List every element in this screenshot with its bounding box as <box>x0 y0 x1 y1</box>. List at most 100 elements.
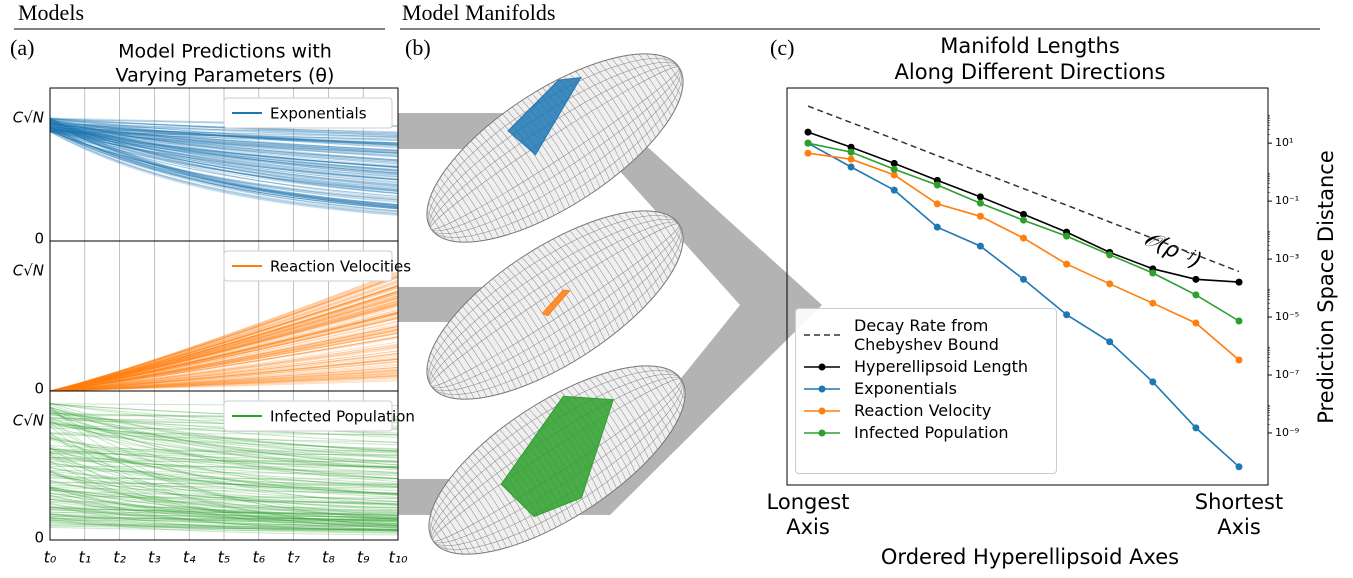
x-tick-label: t₈ <box>322 548 335 567</box>
data-point <box>934 224 941 231</box>
subplot: 0 C√N Reaction Velocities <box>13 241 412 398</box>
data-point <box>805 129 812 136</box>
y-tick-label: 0 <box>34 380 44 398</box>
y-axis-label: Prediction Space Distance <box>1314 150 1338 424</box>
data-point <box>977 243 984 250</box>
x-tick-label: t₆ <box>252 548 265 567</box>
subplot: 0 C√N Infected Population <box>13 391 415 547</box>
legend-swatch <box>802 329 842 341</box>
panel-label: (b) <box>405 35 431 60</box>
data-point <box>1192 276 1199 283</box>
legend-label: Hyperellipsoid Length <box>854 357 1028 376</box>
x-tick-label: Longest Axis <box>748 490 868 540</box>
swatch-marker <box>819 385 826 392</box>
swatch-marker <box>819 407 826 414</box>
y-tick-label: 10⁻⁵ <box>1275 310 1299 323</box>
y-tick-label: 10⁻⁹ <box>1275 426 1299 439</box>
data-point <box>1192 320 1199 327</box>
section-header: Model Manifolds <box>402 0 555 25</box>
data-point <box>1149 300 1156 307</box>
data-point <box>1020 276 1027 283</box>
legend-label: Infected Population <box>854 423 1009 442</box>
data-point <box>1020 217 1027 224</box>
y-tick-label: 0 <box>34 230 44 248</box>
legend-swatch <box>802 405 842 417</box>
data-point <box>934 200 941 207</box>
panel-label: (c) <box>770 35 794 60</box>
legend-swatch <box>802 383 842 395</box>
panel-title: Model Predictions with <box>118 41 332 63</box>
y-tick-label: 10⁻¹ <box>1275 194 1299 207</box>
data-point <box>1063 261 1070 268</box>
data-point <box>977 200 984 207</box>
section-header: Models <box>18 0 84 25</box>
data-point <box>1192 424 1199 431</box>
data-point <box>848 156 855 163</box>
y-tick-label: 10⁻³ <box>1275 252 1299 265</box>
legend-entry: Reaction Velocity <box>802 401 1050 420</box>
data-point <box>848 164 855 171</box>
series-line <box>808 143 1239 321</box>
data-point <box>1106 251 1113 258</box>
legend-label: Decay Rate from Chebyshev Bound <box>854 316 1050 354</box>
x-tick-label: t₉ <box>357 548 370 567</box>
data-point <box>805 140 812 147</box>
chart-title: Manifold Lengths <box>940 34 1120 58</box>
x-tick-label: t₄ <box>183 548 196 567</box>
legend-label: Reaction Velocities <box>270 258 411 276</box>
data-point <box>1106 338 1113 345</box>
legend-swatch <box>802 427 842 439</box>
data-point <box>1106 280 1113 287</box>
y-tick-label: 10⁻⁷ <box>1275 368 1299 381</box>
data-point <box>1236 279 1243 286</box>
legend: Decay Rate from Chebyshev Bound Hyperelli… <box>795 308 1057 474</box>
legend-swatch <box>802 361 842 373</box>
x-tick-label: t₅ <box>218 548 231 567</box>
x-tick-label: t₇ <box>287 548 300 567</box>
y-tick-label: 0 <box>34 529 44 547</box>
data-point <box>1063 311 1070 318</box>
x-tick-label: t₁ <box>78 548 91 567</box>
chart-subtitle: Along Different Directions <box>895 60 1166 84</box>
x-tick-label: t₃ <box>148 548 161 567</box>
data-point <box>977 193 984 200</box>
subplot: 0 C√N Exponentials <box>13 88 398 248</box>
x-axis-label: Ordered Hyperellipsoid Axes <box>881 545 1179 569</box>
legend-entry: Hyperellipsoid Length <box>802 357 1050 376</box>
panel-label: (a) <box>10 35 34 60</box>
panel-title: Varying Parameters (θ) <box>116 65 335 87</box>
legend-label: Exponentials <box>854 379 957 398</box>
figure: Models Model Manifolds (a) (b) (c) Model… <box>0 0 1353 578</box>
data-point <box>1236 463 1243 470</box>
legend-entry: Exponentials <box>802 379 1050 398</box>
data-point <box>977 213 984 220</box>
swatch-marker <box>819 429 826 436</box>
data-point <box>1236 317 1243 324</box>
legend-label: Infected Population <box>270 408 415 426</box>
x-tick-label: t₀ <box>44 548 57 567</box>
data-point <box>934 181 941 188</box>
y-tick-label: C√N <box>13 262 44 280</box>
legend-entry: Decay Rate from Chebyshev Bound <box>802 316 1050 354</box>
data-point <box>1236 356 1243 363</box>
y-tick-label: C√N <box>13 109 44 127</box>
data-point <box>1020 235 1027 242</box>
x-tick-label: Shortest Axis <box>1179 490 1299 540</box>
figure-canvas: Models Model Manifolds (a) (b) (c) Model… <box>0 0 1353 578</box>
y-tick-label: C√N <box>13 412 44 430</box>
x-tick-label: t₂ <box>113 548 126 567</box>
data-point <box>891 187 898 194</box>
data-point <box>1192 291 1199 298</box>
legend-label: Exponentials <box>270 105 367 123</box>
y-tick-label: 10¹ <box>1275 136 1293 149</box>
data-point <box>1149 378 1156 385</box>
legend-entry: Infected Population <box>802 423 1050 442</box>
data-point <box>805 150 812 157</box>
data-point <box>1149 270 1156 277</box>
data-point <box>1063 233 1070 240</box>
data-point <box>848 149 855 156</box>
legend-label: Reaction Velocity <box>854 401 991 420</box>
data-point <box>891 166 898 173</box>
sample-curve <box>50 478 398 479</box>
series-line <box>808 106 1239 272</box>
